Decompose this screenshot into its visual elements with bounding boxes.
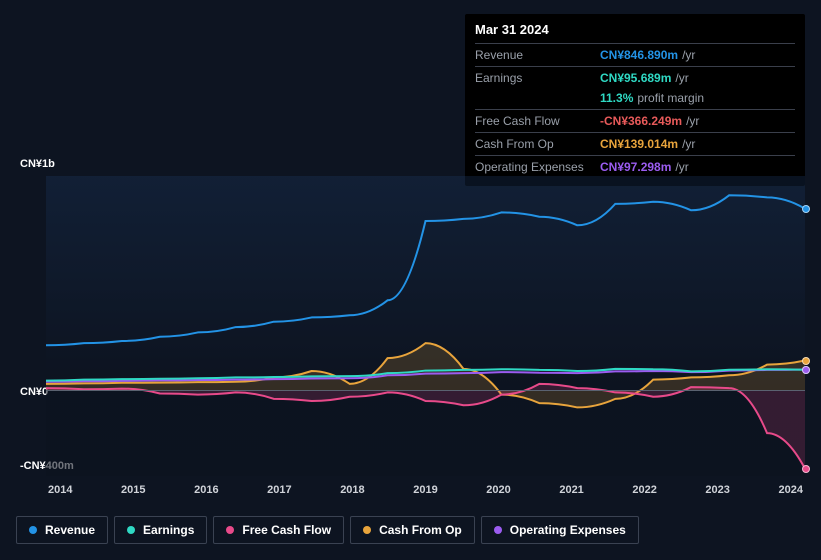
- legend-swatch: [226, 526, 234, 534]
- x-axis-tick: 2018: [340, 484, 364, 495]
- x-axis-tick: 2024: [778, 484, 802, 495]
- tooltip-metric-label: Free Cash Flow: [475, 114, 600, 128]
- tooltip-metric-value: CN¥846.890m: [600, 48, 678, 62]
- legend-label: Cash From Op: [379, 523, 462, 537]
- tooltip-row: Earnings CN¥95.689m /yr: [475, 67, 795, 89]
- legend-swatch: [29, 526, 37, 534]
- legend-label: Earnings: [143, 523, 194, 537]
- x-axis-tick: 2014: [48, 484, 72, 495]
- x-axis-tick: 2019: [413, 484, 437, 495]
- tooltip-rows: Revenue CN¥846.890m /yrEarnings CN¥95.68…: [475, 44, 795, 178]
- chart-plot[interactable]: [46, 176, 805, 476]
- tooltip-metric-value: CN¥139.014m: [600, 137, 678, 151]
- financials-chart: CN¥1b CN¥0 -CN¥400m 20142015201620172018…: [16, 160, 805, 495]
- legend-toggle-operating-expenses[interactable]: Operating Expenses: [481, 516, 639, 544]
- tooltip-submetric-value: 11.3%: [600, 91, 633, 105]
- tooltip-date: Mar 31 2024: [475, 22, 795, 44]
- legend-label: Revenue: [45, 523, 95, 537]
- series-end-marker-fcf: [802, 465, 810, 473]
- legend-toggle-revenue[interactable]: Revenue: [16, 516, 108, 544]
- legend-toggle-cash-from-op[interactable]: Cash From Op: [350, 516, 475, 544]
- x-axis-tick: 2016: [194, 484, 218, 495]
- series-end-marker-opex: [802, 366, 810, 374]
- x-axis-tick: 2020: [486, 484, 510, 495]
- series-end-marker-cfo: [802, 357, 810, 365]
- x-axis-tick: 2023: [705, 484, 729, 495]
- series-end-marker-revenue: [802, 205, 810, 213]
- zero-gridline: [46, 390, 805, 391]
- y-axis-label-top: CN¥1b: [20, 158, 55, 170]
- tooltip-row: Revenue CN¥846.890m /yr: [475, 44, 795, 67]
- tooltip-submetric-label: profit margin: [637, 91, 704, 105]
- legend-label: Free Cash Flow: [242, 523, 331, 537]
- tooltip-metric-label: Earnings: [475, 71, 600, 85]
- tooltip-metric-label: Cash From Op: [475, 137, 600, 151]
- tooltip-metric-unit: /yr: [682, 48, 695, 62]
- series-line-revenue: [46, 195, 805, 345]
- y-axis-label-zero: CN¥0: [20, 386, 48, 398]
- tooltip-metric-value: -CN¥366.249m: [600, 114, 682, 128]
- legend-swatch: [363, 526, 371, 534]
- x-axis: 2014 2015 2016 2017 2018 2019 2020 2021 2022 2023…: [46, 484, 805, 495]
- legend-swatch: [494, 526, 502, 534]
- tooltip-metric-unit: /yr: [686, 114, 699, 128]
- tooltip-subrow: 11.3% profit margin: [475, 89, 795, 110]
- tooltip-row: Cash From Op CN¥139.014m /yr: [475, 133, 795, 156]
- tooltip-metric-value: CN¥95.689m: [600, 71, 671, 85]
- x-axis-tick: 2022: [632, 484, 656, 495]
- tooltip-metric-unit: /yr: [675, 71, 688, 85]
- legend-toggle-earnings[interactable]: Earnings: [114, 516, 207, 544]
- tooltip-metric-unit: /yr: [682, 137, 695, 151]
- tooltip-metric-label: Revenue: [475, 48, 600, 62]
- legend-swatch: [127, 526, 135, 534]
- legend-label: Operating Expenses: [510, 523, 626, 537]
- legend-toggle-free-cash-flow[interactable]: Free Cash Flow: [213, 516, 344, 544]
- tooltip-row: Free Cash Flow -CN¥366.249m /yr: [475, 110, 795, 133]
- x-axis-tick: 2021: [559, 484, 583, 495]
- x-axis-tick: 2017: [267, 484, 291, 495]
- chart-legend: Revenue Earnings Free Cash Flow Cash Fro…: [16, 516, 639, 544]
- x-axis-tick: 2015: [121, 484, 145, 495]
